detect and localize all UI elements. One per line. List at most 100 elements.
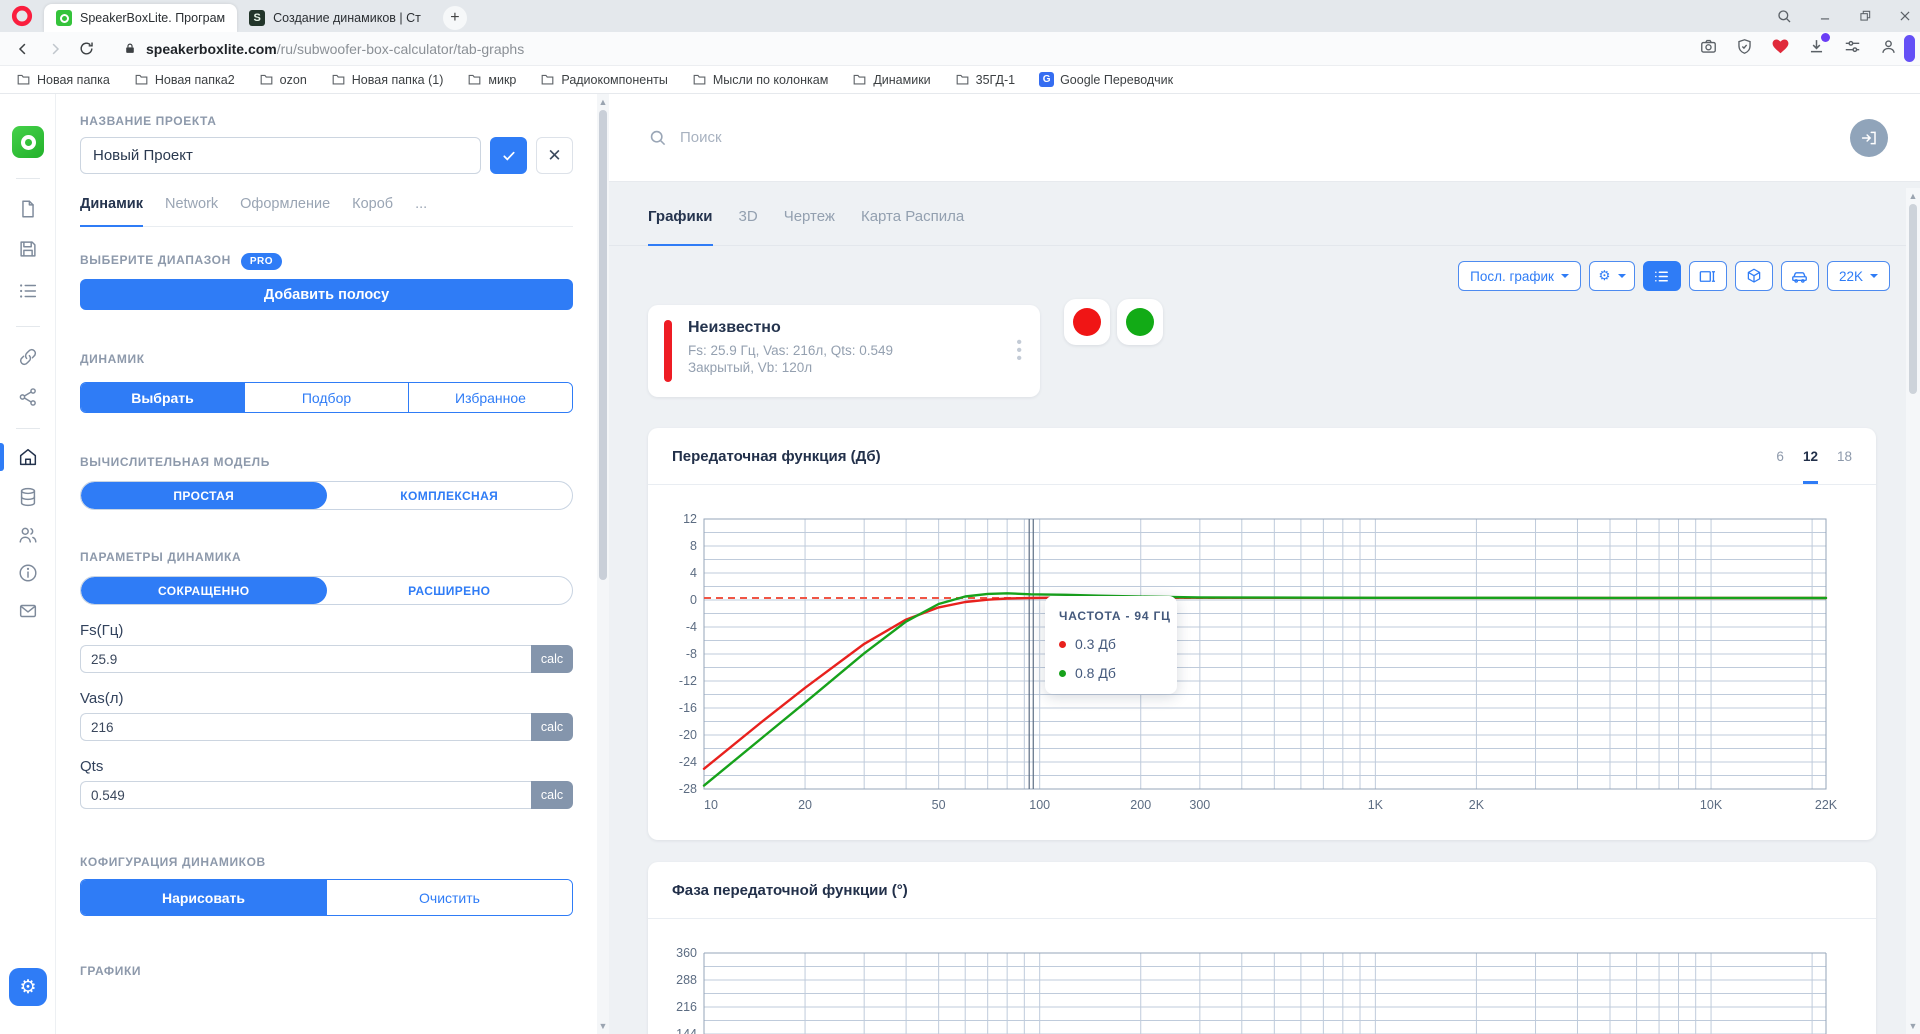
panel-tab-4[interactable]: Короб <box>352 196 394 212</box>
new-tab-button[interactable]: + <box>442 5 467 30</box>
sidebar-item-info[interactable] <box>17 562 39 584</box>
card-menu-icon[interactable]: • • • <box>1016 334 1022 367</box>
svg-text:200: 200 <box>1130 798 1151 812</box>
bookmark-item[interactable]: ozon <box>259 72 307 87</box>
driver-option-1[interactable]: Выбрать <box>81 383 244 412</box>
opera-logo-icon[interactable] <box>10 4 34 28</box>
tune-sliders-icon[interactable] <box>1843 37 1862 61</box>
cancel-project-button[interactable]: ✕ <box>536 137 573 174</box>
cube-3d-button[interactable] <box>1734 261 1773 291</box>
calc-button[interactable]: calc <box>531 645 573 673</box>
url-field[interactable]: speakerboxlite.com/ru/subwoofer-box-calc… <box>123 41 1685 57</box>
slope-option-18[interactable]: 18 <box>1836 448 1852 464</box>
slope-option-12[interactable]: 12 <box>1802 448 1819 484</box>
panel-tab-5[interactable]: ... <box>415 196 428 212</box>
list-view-button[interactable] <box>1642 261 1681 291</box>
main-tab-4[interactable]: Карта Распила <box>860 208 965 225</box>
scroll-up-icon[interactable]: ▲ <box>598 97 608 107</box>
config-option-1[interactable]: Нарисовать <box>81 880 326 915</box>
frequency-range-dropdown[interactable]: 22K <box>1826 261 1890 291</box>
browser-search-icon[interactable] <box>1776 8 1792 24</box>
transfer-function-plot[interactable]: -28 -24 -20 -16 -12 -8 -4 0 4 8 12 10 20 50 100 200 300 1… <box>672 511 1852 817</box>
calc-button[interactable]: calc <box>531 713 573 741</box>
close-icon[interactable] <box>1898 9 1912 23</box>
phase-plot[interactable]: 360 288 216 144 <box>672 945 1852 1034</box>
browser-tab-second[interactable]: S Создание динамиков | Ст <box>237 4 433 32</box>
search-input[interactable] <box>680 129 1080 146</box>
svg-text:144: 144 <box>676 1027 697 1034</box>
confirm-project-button[interactable] <box>490 137 527 174</box>
search-icon <box>650 130 666 146</box>
slope-option-6[interactable]: 6 <box>1776 448 1784 464</box>
field-input-3[interactable] <box>80 781 531 809</box>
driver-option-3[interactable]: Избранное <box>408 383 572 412</box>
sidebar-item-database[interactable] <box>17 486 39 508</box>
main-tab-1[interactable]: Графики <box>648 208 713 246</box>
panel-scrollbar[interactable]: ▲ ▼ <box>597 94 609 1034</box>
params-option-1[interactable]: СОКРАЩЕННО <box>81 577 327 604</box>
main-scrollbar[interactable]: ▲ ▼ <box>1906 188 1920 1034</box>
bookmark-item[interactable]: 35ГД-1 <box>955 72 1015 87</box>
chart-settings-dropdown[interactable]: ⚙ <box>1588 261 1635 291</box>
add-band-button[interactable]: Добавить полосу <box>80 279 573 310</box>
bookmark-item[interactable]: G Google Переводчик <box>1039 72 1173 87</box>
sidebar-item-mail[interactable] <box>17 600 39 622</box>
variant-chip-red[interactable] <box>1064 299 1110 345</box>
restore-icon[interactable] <box>1858 9 1872 23</box>
bookmark-item[interactable]: Мысли по колонкам <box>692 72 828 87</box>
model-option-1[interactable]: ПРОСТАЯ <box>81 482 327 509</box>
scroll-down-icon[interactable]: ▼ <box>598 1021 608 1031</box>
field-input-2[interactable] <box>80 713 531 741</box>
driver-summary-card[interactable]: Неизвестно Fs: 25.9 Гц, Vas: 216л, Qts: … <box>648 305 1040 397</box>
search-row <box>609 94 1920 182</box>
panel-tab-1[interactable]: Динамик <box>80 196 143 227</box>
main-tab-3[interactable]: Чертеж <box>783 208 835 225</box>
downloads-icon[interactable] <box>1807 32 1830 61</box>
bookmark-item[interactable]: Новая папка (1) <box>331 72 443 87</box>
calc-button[interactable]: calc <box>531 781 573 809</box>
project-name-input[interactable] <box>80 137 481 174</box>
config-option-2[interactable]: Очистить <box>326 880 572 915</box>
heart-icon[interactable] <box>1771 37 1790 61</box>
snapshot-camera-icon[interactable] <box>1699 37 1718 61</box>
variant-chip-green[interactable] <box>1117 299 1163 345</box>
speakerboxlite-logo[interactable] <box>12 126 44 158</box>
bookmark-item[interactable]: Новая папка <box>16 72 110 87</box>
driver-option-2[interactable]: Подбор <box>244 383 408 412</box>
shield-check-icon[interactable] <box>1735 37 1754 61</box>
reload-icon[interactable] <box>78 40 95 57</box>
panel-tab-2[interactable]: Network <box>164 196 219 212</box>
sidebar-item-save[interactable] <box>17 238 39 260</box>
browser-tab-speakerboxlite[interactable]: SpeakerBoxLite. Програм <box>44 4 238 32</box>
model-option-2[interactable]: КОМПЛЕКСНАЯ <box>400 488 499 503</box>
sidebar-item-list[interactable] <box>17 280 39 302</box>
sidebar-panel-toggle[interactable] <box>1904 35 1915 62</box>
scroll-down-icon[interactable]: ▼ <box>1908 1021 1918 1031</box>
forward-icon[interactable] <box>46 40 64 58</box>
last-graph-dropdown[interactable]: Посл. график <box>1458 261 1581 291</box>
sidebar-item-share[interactable] <box>17 386 39 408</box>
bookmark-item[interactable]: Новая папка2 <box>134 72 235 87</box>
box-dimensions-button[interactable] <box>1688 261 1727 291</box>
bookmark-item[interactable]: Радиокомпоненты <box>540 72 668 87</box>
back-icon[interactable] <box>14 40 32 58</box>
scroll-up-icon[interactable]: ▲ <box>1908 191 1918 201</box>
scrollbar-thumb[interactable] <box>599 110 607 580</box>
settings-gear-button[interactable]: ⚙ <box>9 968 47 1006</box>
params-option-2[interactable]: РАСШИРЕНО <box>408 583 491 598</box>
sidebar-item-link[interactable] <box>17 346 39 368</box>
sidebar-item-users[interactable] <box>17 524 39 546</box>
panel-tab-3[interactable]: Оформление <box>240 196 331 212</box>
bookmark-item[interactable]: Динамики <box>852 72 931 87</box>
minimize-icon[interactable] <box>1818 9 1832 23</box>
config-label: КОФИГУРАЦИЯ ДИНАМИКОВ <box>80 855 266 869</box>
field-input-1[interactable] <box>80 645 531 673</box>
bookmark-item[interactable]: микр <box>467 72 516 87</box>
profile-icon[interactable] <box>1879 37 1898 61</box>
sidebar-item-home[interactable] <box>0 443 39 471</box>
scrollbar-thumb[interactable] <box>1909 204 1917 394</box>
sidebar-item-file-new[interactable] <box>17 198 39 220</box>
main-tab-2[interactable]: 3D <box>738 208 758 225</box>
login-button[interactable] <box>1850 119 1888 157</box>
car-button[interactable] <box>1780 261 1819 291</box>
